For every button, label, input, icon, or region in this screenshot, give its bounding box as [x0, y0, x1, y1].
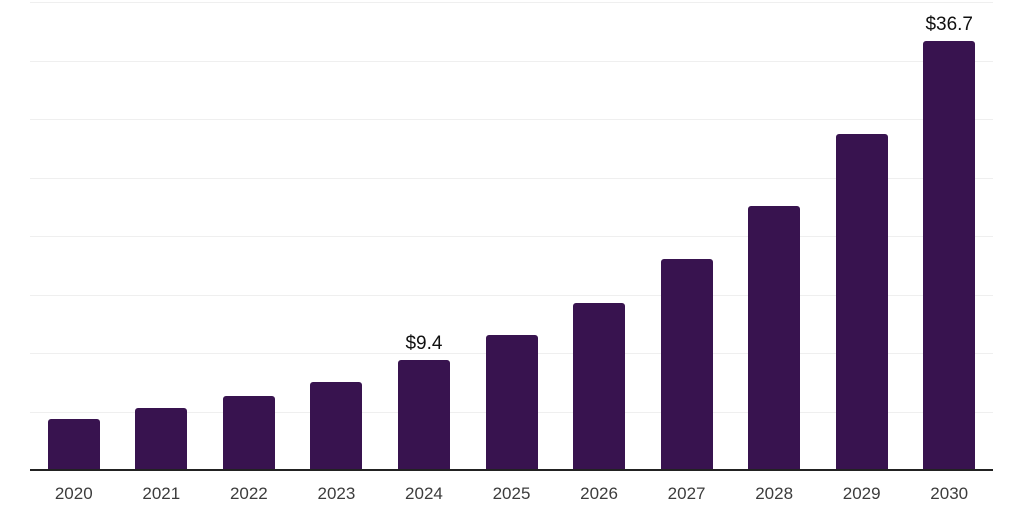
gridline-25 [30, 177, 993, 179]
gridline-35 [30, 60, 993, 62]
x-tick-2021: 2021 [142, 484, 181, 503]
gridline-20 [30, 236, 993, 237]
value-label-2024: $9.4 [405, 333, 443, 355]
x-axis-line [30, 469, 993, 471]
x-tick-2029: 2029 [842, 484, 881, 503]
bar-2030 [923, 40, 976, 470]
gridline-30 [30, 119, 993, 120]
bar-2029 [835, 134, 888, 470]
x-tick-2020: 2020 [54, 484, 93, 503]
bar-2028 [748, 205, 801, 470]
bar-2023 [310, 382, 363, 470]
bar-2020 [47, 418, 100, 470]
gridline-15 [30, 294, 993, 296]
value-label-2030: $36.7 [925, 13, 973, 35]
bar-2021 [135, 407, 188, 470]
bar-2022 [222, 396, 275, 470]
x-tick-2023: 2023 [317, 484, 356, 503]
bar-2027 [660, 259, 713, 470]
bar-2026 [573, 302, 626, 470]
bar-2024 [397, 360, 450, 470]
gridline-40 [30, 2, 993, 3]
x-tick-2026: 2026 [580, 484, 618, 503]
x-tick-2028: 2028 [755, 484, 794, 503]
bar-2025 [485, 335, 538, 470]
x-tick-2024: 2024 [405, 484, 443, 503]
x-tick-2030: 2030 [930, 484, 969, 503]
x-tick-2027: 2027 [667, 484, 706, 503]
x-tick-2022: 2022 [229, 484, 268, 503]
x-tick-2025: 2025 [492, 484, 531, 503]
